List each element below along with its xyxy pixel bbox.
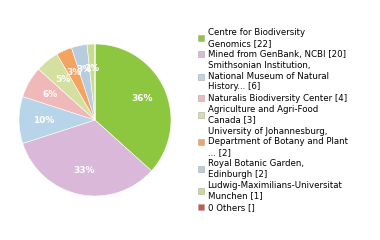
Text: 2%: 2% bbox=[85, 64, 100, 73]
Wedge shape bbox=[38, 54, 95, 120]
Text: 3%: 3% bbox=[66, 68, 82, 77]
Wedge shape bbox=[71, 44, 95, 120]
Wedge shape bbox=[57, 48, 95, 120]
Text: 5%: 5% bbox=[55, 75, 70, 84]
Text: 6%: 6% bbox=[43, 90, 58, 99]
Text: 36%: 36% bbox=[131, 95, 153, 103]
Text: 3%: 3% bbox=[77, 65, 92, 74]
Legend: Centre for Biodiversity
Genomics [22], Mined from GenBank, NCBI [20], Smithsonia: Centre for Biodiversity Genomics [22], M… bbox=[198, 28, 348, 212]
Wedge shape bbox=[23, 69, 95, 120]
Wedge shape bbox=[23, 120, 152, 196]
Text: 10%: 10% bbox=[33, 115, 54, 125]
Wedge shape bbox=[19, 96, 95, 144]
Wedge shape bbox=[87, 44, 95, 120]
Wedge shape bbox=[95, 44, 171, 171]
Text: 33%: 33% bbox=[73, 166, 95, 175]
